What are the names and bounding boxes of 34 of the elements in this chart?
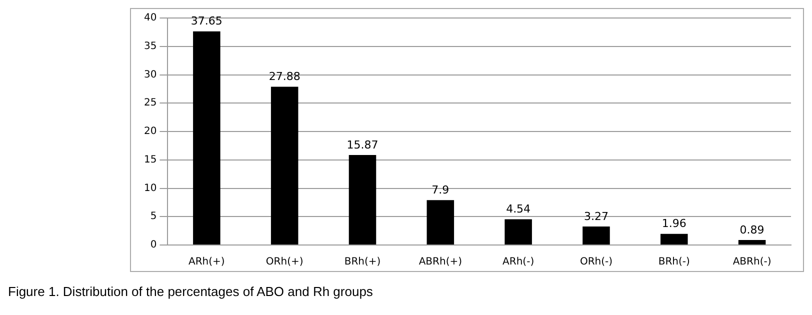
y-tick-label: 30 bbox=[144, 69, 157, 80]
data-label: 27.88 bbox=[268, 70, 300, 84]
y-tick-label: 0 bbox=[150, 240, 157, 251]
bar bbox=[193, 31, 220, 244]
data-label: 15.87 bbox=[346, 138, 378, 152]
y-tick-label: 15 bbox=[144, 154, 157, 166]
y-tick-label: 40 bbox=[144, 12, 157, 24]
x-tick-label: ABRh(-) bbox=[732, 256, 772, 268]
x-tick-label: BRh(-) bbox=[658, 256, 690, 268]
y-tick-label: 20 bbox=[144, 126, 157, 138]
bar bbox=[582, 226, 610, 244]
caption: Figure 1. Distribution of the percentages of ABO and Rh groups bbox=[8, 284, 374, 299]
x-tick-label: BRh(+) bbox=[344, 256, 381, 268]
bar bbox=[738, 240, 766, 244]
y-tick-label: 25 bbox=[144, 98, 157, 109]
bar bbox=[348, 154, 376, 244]
y-tick-label: 10 bbox=[144, 182, 157, 194]
x-tick-label: ARh(+) bbox=[188, 256, 225, 268]
data-label: 4.54 bbox=[506, 202, 531, 216]
y-tick-label: 5 bbox=[150, 211, 157, 222]
bar bbox=[426, 200, 454, 244]
data-label: 1.96 bbox=[662, 217, 686, 230]
bar bbox=[660, 234, 688, 244]
data-label: 7.9 bbox=[432, 184, 450, 197]
bar bbox=[270, 86, 298, 244]
x-tick-label: ARh(-) bbox=[502, 256, 534, 268]
data-label: 37.65 bbox=[190, 14, 222, 28]
x-tick-label: ABRh(+) bbox=[418, 256, 462, 268]
y-tick-label: 35 bbox=[144, 40, 157, 52]
x-tick-label: ORh(-) bbox=[580, 256, 613, 268]
bar bbox=[504, 219, 532, 244]
x-tick-label: ORh(+) bbox=[266, 256, 304, 268]
data-label: 3.27 bbox=[584, 210, 608, 223]
data-label: 0.89 bbox=[740, 223, 764, 236]
